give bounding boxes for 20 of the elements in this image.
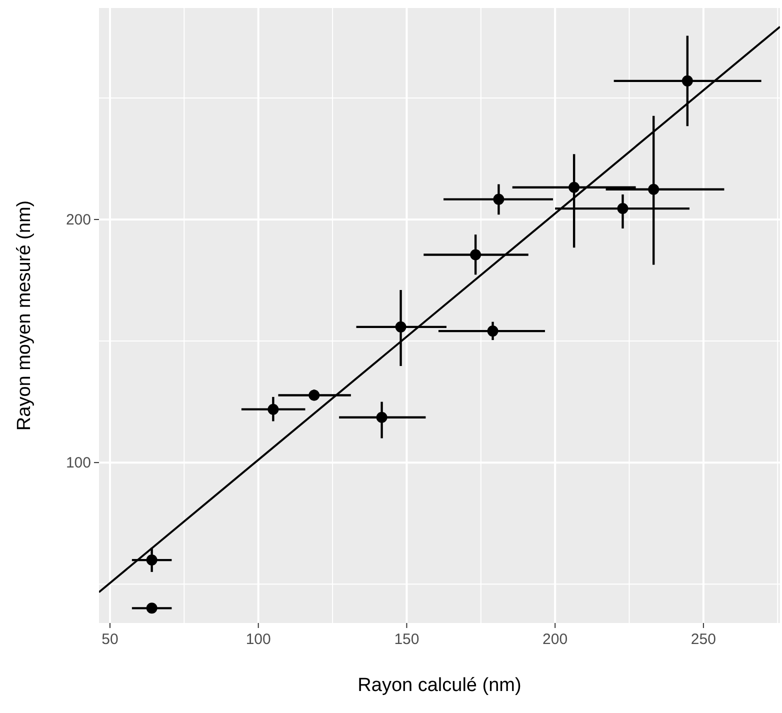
y-axis-title: Rayon moyen mesuré (nm)	[14, 200, 35, 431]
point	[146, 602, 158, 614]
point	[470, 249, 482, 260]
x-tick-label: 250	[690, 631, 716, 648]
point	[648, 184, 660, 195]
point	[308, 390, 320, 401]
x-tick-label: 150	[394, 631, 420, 648]
point	[268, 404, 279, 415]
x-axis-title: Rayon calculé (nm)	[358, 675, 522, 696]
point	[682, 75, 693, 86]
point	[395, 321, 406, 332]
point	[146, 554, 158, 566]
x-tick-label: 200	[542, 631, 568, 648]
point	[487, 326, 498, 337]
x-tick-label: 50	[102, 631, 118, 648]
point	[493, 194, 504, 205]
point	[568, 182, 580, 193]
point	[376, 412, 388, 423]
x-tick-label: 100	[246, 631, 271, 648]
point	[617, 203, 628, 214]
